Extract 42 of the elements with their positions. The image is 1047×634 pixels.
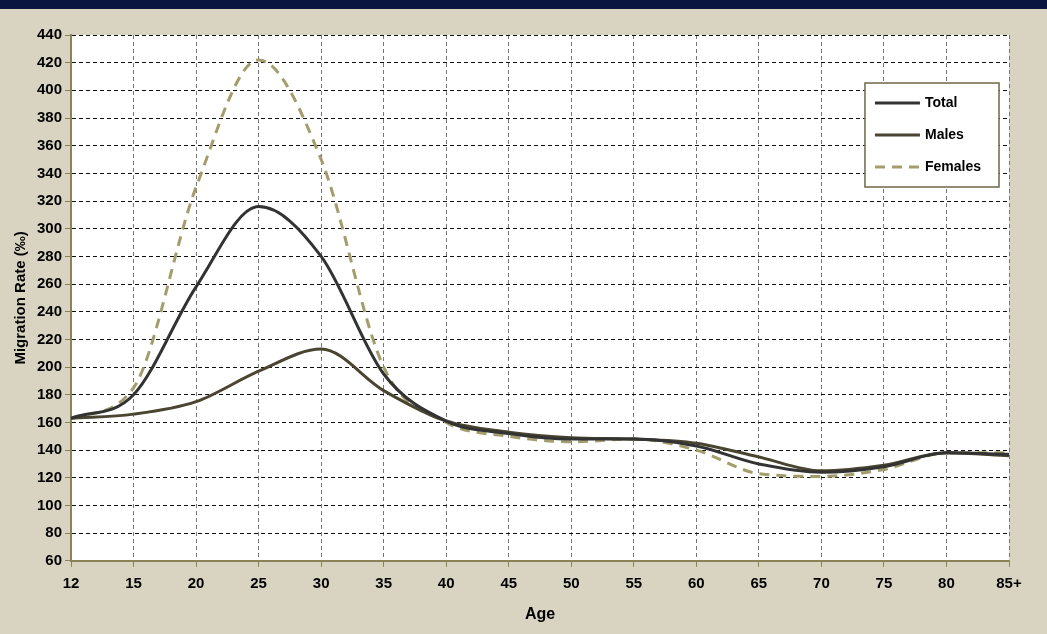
- y-tick-label: 220: [37, 329, 63, 347]
- y-tick-label: 140: [37, 440, 63, 458]
- y-tick-label: 440: [37, 25, 63, 43]
- y-tick-label: 240: [37, 301, 63, 319]
- y-tick-label: 60: [45, 550, 63, 568]
- legend-label: Females: [924, 157, 982, 174]
- y-tick-label: 160: [37, 412, 63, 430]
- y-tick-label: 360: [37, 135, 63, 153]
- y-tick-label: 120: [37, 467, 63, 485]
- y-tick-label: 260: [37, 274, 63, 292]
- x-tick-label: 50: [562, 573, 580, 591]
- legend-label: Total: [924, 93, 958, 110]
- y-tick-label: 340: [37, 163, 63, 181]
- y-tick-label: 280: [37, 246, 63, 264]
- y-tick-label: 180: [37, 384, 63, 402]
- x-tick-label: 80: [938, 573, 955, 591]
- x-tick-label: 65: [750, 573, 768, 591]
- y-tick-label: 400: [37, 80, 63, 98]
- x-tick-label: 45: [500, 573, 518, 591]
- y-axis-title: Migration Rate (‰): [11, 231, 29, 365]
- x-tick-label: 12: [62, 573, 80, 591]
- line-series: [69, 205, 1011, 474]
- y-tick-label: 200: [37, 357, 63, 375]
- x-tick-label: 55: [625, 573, 643, 591]
- y-tick-label: 380: [37, 108, 63, 126]
- x-tick-label: 75: [875, 573, 893, 591]
- y-tick-label: 80: [45, 523, 63, 541]
- x-tick-label: 15: [125, 573, 142, 591]
- x-tick-label: 20: [187, 573, 205, 591]
- legend-label: Males: [924, 125, 965, 142]
- x-axis-title: Age: [524, 604, 556, 622]
- x-tick-label: 60: [688, 573, 705, 591]
- x-tick-label: 30: [312, 573, 330, 591]
- x-tick-label: 25: [250, 573, 267, 591]
- x-tick-label: 35: [375, 573, 393, 591]
- y-tick-label: 300: [37, 218, 63, 236]
- x-tick-label: 40: [437, 573, 455, 591]
- y-tick-label: 100: [37, 495, 63, 513]
- x-tick-label: 70: [813, 573, 830, 591]
- y-tick-label: 420: [37, 52, 63, 70]
- y-tick-label: 320: [37, 191, 63, 209]
- x-tick-label: 85+: [996, 573, 1022, 591]
